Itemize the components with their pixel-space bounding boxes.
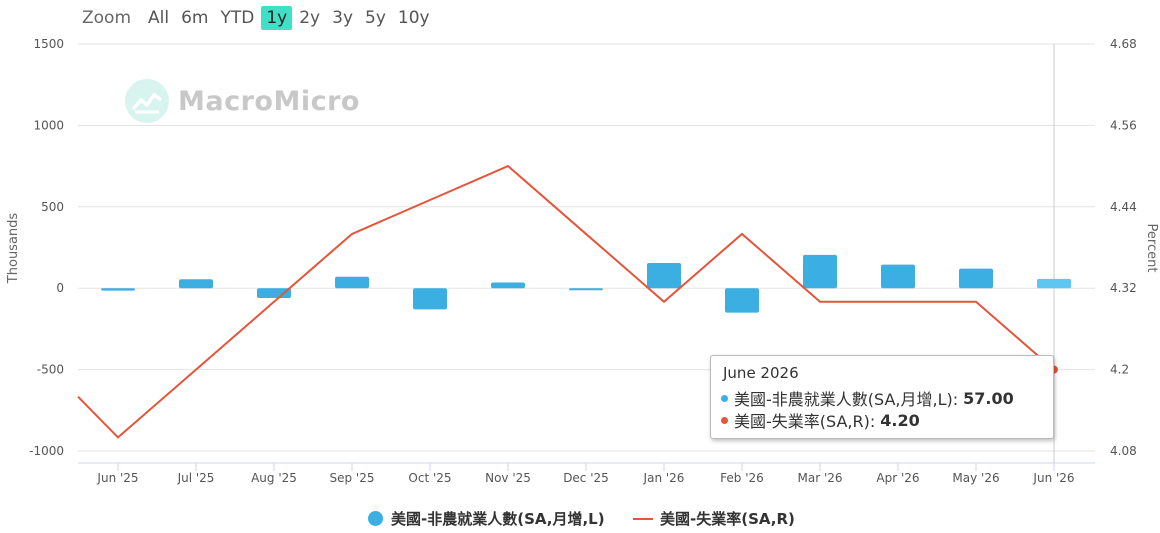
zoom-bar: Zoom All 6m YTD 1y 2y 3y 5y 10y: [82, 5, 437, 31]
y-right-tick-label: 4.56: [1110, 118, 1137, 132]
y-right-tick-label: 4.32: [1110, 281, 1137, 295]
x-tick-label: Jan '26: [643, 471, 685, 485]
series-dot-icon: [721, 394, 728, 402]
bar: [647, 262, 681, 289]
watermark: MacroMicro: [124, 78, 360, 124]
y-left-tick-label: 0: [56, 281, 64, 295]
series-dot-icon: [721, 416, 728, 424]
y-left-tick-label: 1000: [33, 118, 64, 132]
y-right-tick-label: 4.68: [1110, 37, 1137, 51]
y-right-tick-label: 4.08: [1110, 444, 1137, 458]
zoom-1y-button[interactable]: 1y: [261, 6, 293, 30]
zoom-label: Zoom: [82, 8, 132, 28]
legend-circle-icon: [368, 511, 383, 526]
zoom-3y-button[interactable]: 3y: [332, 8, 354, 28]
bar: [335, 276, 369, 289]
axes: 1500 4.68 1000 4.56 500 4.44 0 4.32 -500 4.2 -1000…: [6, 37, 1159, 485]
zoom-2y-button[interactable]: 2y: [299, 8, 321, 28]
bar: [725, 288, 759, 313]
y-left-tick-label: 1500: [33, 37, 64, 51]
bar: [179, 279, 213, 289]
x-tick-label: Jun '25: [96, 471, 138, 485]
bar: [257, 288, 291, 298]
tooltip-row-payrolls: 美國-非農就業人數(SA,月增,L): 57.00: [721, 386, 1014, 410]
y-right-tick-label: 4.44: [1110, 200, 1137, 214]
y-left-tick-label: 500: [41, 200, 64, 214]
x-tick-label: Sep '25: [330, 471, 375, 485]
bar: [491, 282, 525, 289]
x-tick-label: Nov '25: [485, 471, 531, 485]
bar-series: [101, 254, 1071, 313]
bar: [413, 288, 447, 310]
tooltip-label: 美國-非農就業人數(SA,月增,L):: [734, 390, 959, 409]
x-tick-label: Jul '25: [177, 471, 215, 485]
unemployment-line: [77, 164, 1055, 439]
bar: [101, 288, 135, 291]
zoom-ytd-button[interactable]: YTD: [220, 8, 255, 28]
tooltip-value: 4.20: [880, 410, 920, 430]
y-left-tick-label: -1000: [29, 444, 64, 458]
x-tick-label: Jun '26: [1032, 471, 1074, 485]
tooltip-label: 美國-失業率(SA,R):: [734, 412, 876, 431]
y-right-axis-label: Percent: [1144, 224, 1159, 273]
legend-label: 美國-非農就業人數(SA,月增,L): [391, 510, 605, 528]
x-tick-label: Mar '26: [797, 471, 842, 485]
zoom-6m-button[interactable]: 6m: [181, 8, 209, 28]
watermark-text: MacroMicro: [178, 85, 360, 117]
x-tick-label: Aug '25: [251, 471, 297, 485]
legend-item-unemployment[interactable]: 美國-失業率(SA,R): [633, 508, 795, 529]
x-tick-label: Feb '26: [720, 471, 764, 485]
x-tick-label: Oct '25: [408, 471, 451, 485]
macromicro-logo-icon: [125, 79, 169, 123]
legend-item-payrolls[interactable]: 美國-非農就業人數(SA,月增,L): [368, 508, 605, 529]
zoom-all-button[interactable]: All: [148, 8, 170, 28]
tooltip-value: 57.00: [963, 388, 1014, 408]
y-right-tick-label: 4.2: [1110, 363, 1129, 377]
tooltip-row-unemployment: 美國-失業率(SA,R): 4.20: [721, 408, 920, 432]
x-tick-label: Apr '26: [876, 471, 919, 485]
tooltip-title: June 2026: [723, 364, 799, 382]
tooltip: June 2026 美國-非農就業人數(SA,月增,L): 57.00 美國-失…: [710, 355, 1054, 439]
bar: [959, 268, 993, 289]
bar: [881, 264, 915, 289]
legend-label: 美國-失業率(SA,R): [660, 510, 795, 528]
bar: [569, 288, 603, 291]
legend-line-icon: [633, 517, 653, 520]
y-left-tick-label: -500: [37, 363, 64, 377]
bar: [1037, 278, 1071, 289]
y-left-axis-label: Thousands: [6, 213, 21, 285]
bar: [803, 254, 837, 289]
zoom-5y-button[interactable]: 5y: [365, 8, 386, 28]
x-tick-label: May '26: [952, 471, 999, 485]
zoom-10y-button[interactable]: 10y: [397, 8, 430, 28]
x-tick-label: Dec '25: [563, 471, 609, 485]
